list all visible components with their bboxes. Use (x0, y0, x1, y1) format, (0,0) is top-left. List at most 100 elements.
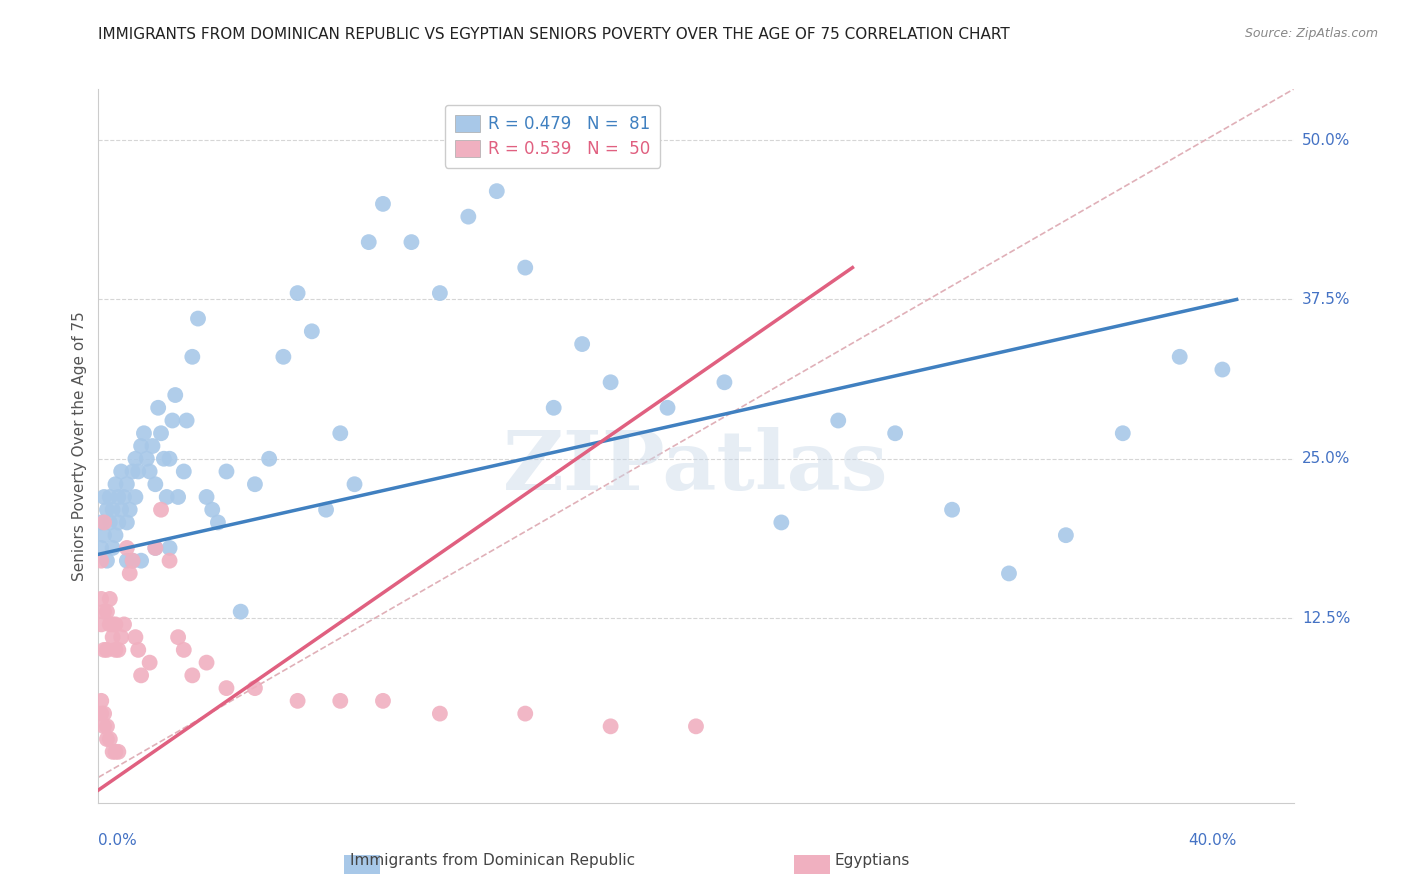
Point (143, 541, 166, 555)
Point (124, 490, 146, 504)
Text: 40.0%: 40.0% (1188, 833, 1237, 848)
Point (329, 426, 352, 441)
Point (159, 451, 181, 466)
Point (173, 643, 195, 657)
Point (315, 502, 337, 516)
Point (101, 745, 124, 759)
Point (118, 502, 141, 516)
Point (770, 516, 793, 530)
Point (156, 490, 179, 504)
Point (429, 286, 451, 301)
Point (884, 426, 907, 441)
Point (129, 554, 152, 568)
Point (148, 401, 170, 415)
Point (90, 694, 112, 708)
Point (127, 465, 149, 479)
Y-axis label: Seniors Poverty Over the Age of 75: Seniors Poverty Over the Age of 75 (72, 311, 87, 581)
Point (215, 465, 238, 479)
Point (1168, 350, 1191, 364)
Point (138, 656, 160, 670)
Point (93, 643, 115, 657)
Point (132, 426, 155, 441)
Point (90, 541, 112, 555)
Point (201, 502, 224, 516)
Point (143, 477, 166, 491)
Point (429, 706, 451, 721)
Point (90, 591, 112, 606)
Point (485, 184, 508, 198)
Point (107, 490, 129, 504)
Point (104, 643, 127, 657)
Point (543, 401, 565, 415)
Point (150, 426, 173, 441)
Point (110, 630, 132, 644)
Point (93, 528, 115, 542)
Text: IMMIGRANTS FROM DOMINICAN REPUBLIC VS EGYPTIAN SENIORS POVERTY OVER THE AGE OF 7: IMMIGRANTS FROM DOMINICAN REPUBLIC VS EG… (98, 27, 1010, 42)
Text: 12.5%: 12.5% (1302, 610, 1350, 625)
Point (343, 477, 366, 491)
Point (187, 311, 209, 326)
Point (127, 643, 149, 657)
Point (115, 541, 138, 555)
Point (371, 197, 394, 211)
Point (96, 719, 118, 733)
Point (121, 554, 143, 568)
Point (599, 719, 621, 733)
Point (93, 490, 115, 504)
Point (571, 337, 593, 351)
Point (329, 694, 352, 708)
Point (457, 210, 479, 224)
Point (159, 541, 181, 555)
Point (657, 401, 679, 415)
Point (167, 630, 190, 644)
Point (257, 451, 280, 466)
Point (98, 516, 121, 530)
Point (165, 388, 187, 402)
Point (173, 465, 195, 479)
Point (98, 732, 121, 747)
Point (273, 350, 295, 364)
Point (371, 694, 394, 708)
Point (90, 617, 112, 632)
Point (107, 745, 129, 759)
Point (401, 235, 423, 249)
Text: Immigrants from Dominican Republic: Immigrants from Dominican Republic (350, 854, 634, 868)
Point (1112, 426, 1135, 441)
Point (135, 451, 157, 466)
Text: ZIPatlas: ZIPatlas (503, 427, 889, 508)
Point (115, 516, 138, 530)
Text: Egyptians: Egyptians (834, 854, 910, 868)
Point (104, 617, 127, 632)
Point (104, 745, 127, 759)
Point (118, 566, 141, 581)
Point (243, 477, 266, 491)
Point (115, 554, 138, 568)
Point (207, 516, 229, 530)
Point (150, 502, 173, 516)
Point (685, 719, 707, 733)
Point (104, 528, 127, 542)
Point (101, 617, 124, 632)
Point (121, 465, 143, 479)
Point (112, 490, 135, 504)
Point (1054, 528, 1077, 542)
Point (515, 260, 537, 275)
Point (96, 502, 118, 516)
Point (357, 235, 380, 249)
Text: 25.0%: 25.0% (1302, 451, 1350, 467)
Point (515, 706, 537, 721)
Point (93, 706, 115, 721)
Point (138, 465, 160, 479)
Point (941, 502, 963, 516)
Point (1211, 362, 1233, 376)
Point (195, 656, 218, 670)
Point (599, 376, 621, 390)
Point (96, 554, 118, 568)
Point (181, 350, 204, 364)
Point (90, 706, 112, 721)
Point (301, 324, 323, 338)
Point (998, 566, 1021, 581)
Point (93, 605, 115, 619)
Point (153, 451, 176, 466)
Point (287, 694, 309, 708)
